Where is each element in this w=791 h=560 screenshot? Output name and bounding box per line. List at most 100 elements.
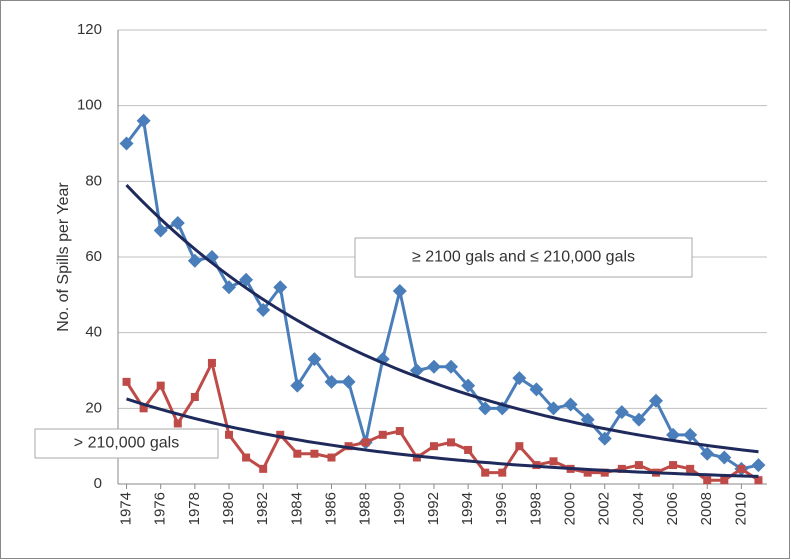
x-tick-label: 1982 bbox=[254, 492, 271, 525]
marker bbox=[136, 113, 151, 128]
marker bbox=[429, 442, 438, 451]
marker bbox=[341, 374, 356, 389]
series-label-box bbox=[354, 237, 693, 278]
marker bbox=[515, 442, 524, 451]
marker bbox=[549, 457, 558, 466]
y-tick-label: 40 bbox=[85, 324, 102, 341]
marker bbox=[634, 461, 643, 470]
x-tick-label: 1976 bbox=[152, 492, 169, 525]
marker bbox=[173, 419, 182, 428]
marker bbox=[737, 464, 746, 473]
marker bbox=[361, 438, 370, 447]
x-tick-label: 2010 bbox=[732, 492, 749, 525]
series-label-box bbox=[34, 428, 219, 459]
marker bbox=[444, 359, 459, 374]
marker bbox=[631, 412, 646, 427]
marker bbox=[461, 378, 476, 393]
x-tick-label: 1986 bbox=[322, 492, 339, 525]
marker bbox=[139, 404, 148, 413]
marker bbox=[259, 464, 268, 473]
x-tick-label: 2000 bbox=[562, 492, 579, 525]
marker bbox=[412, 453, 421, 462]
y-tick-label: 80 bbox=[85, 172, 102, 189]
x-tick-label: 1994 bbox=[459, 492, 476, 525]
x-tick-label: 2004 bbox=[630, 492, 647, 525]
marker bbox=[546, 401, 561, 416]
marker bbox=[324, 374, 339, 389]
marker bbox=[717, 450, 732, 465]
marker bbox=[327, 453, 336, 462]
x-tick-label: 1996 bbox=[493, 492, 510, 525]
marker bbox=[222, 280, 237, 295]
x-tick-label: 1988 bbox=[357, 492, 374, 525]
marker bbox=[225, 430, 234, 439]
x-tick-label: 1998 bbox=[527, 492, 544, 525]
marker bbox=[648, 393, 663, 408]
x-tick-label: 2002 bbox=[596, 492, 613, 525]
marker bbox=[683, 427, 698, 442]
x-tick-label: 1978 bbox=[186, 492, 203, 525]
y-tick-label: 100 bbox=[77, 97, 102, 114]
marker bbox=[666, 427, 681, 442]
marker bbox=[310, 449, 319, 458]
x-tick-label: 1990 bbox=[391, 492, 408, 525]
marker bbox=[617, 464, 626, 473]
y-axis-label: No. of Spills per Year bbox=[55, 182, 72, 332]
trend-line bbox=[125, 184, 759, 454]
marker bbox=[669, 461, 678, 470]
marker bbox=[751, 458, 766, 473]
y-tick-label: 20 bbox=[85, 399, 102, 416]
marker bbox=[464, 445, 473, 454]
marker bbox=[207, 358, 216, 367]
marker bbox=[478, 401, 493, 416]
marker bbox=[614, 405, 629, 420]
y-tick-label: 60 bbox=[85, 248, 102, 265]
marker bbox=[290, 378, 305, 393]
x-tick-label: 1980 bbox=[220, 492, 237, 525]
marker bbox=[426, 359, 441, 374]
marker bbox=[276, 430, 285, 439]
marker bbox=[600, 468, 609, 477]
marker bbox=[395, 427, 404, 436]
marker bbox=[583, 468, 592, 477]
marker bbox=[187, 253, 202, 268]
marker bbox=[119, 136, 134, 151]
x-tick-label: 2008 bbox=[698, 492, 715, 525]
marker bbox=[378, 430, 387, 439]
x-tick-label: 2006 bbox=[664, 492, 681, 525]
marker bbox=[703, 476, 712, 485]
marker bbox=[190, 392, 199, 401]
marker bbox=[563, 397, 578, 412]
marker bbox=[239, 272, 254, 287]
x-tick-label: 1984 bbox=[288, 492, 305, 525]
x-tick-label: 1992 bbox=[425, 492, 442, 525]
marker bbox=[307, 352, 322, 367]
trend-line bbox=[126, 397, 759, 478]
marker bbox=[293, 449, 302, 458]
marker bbox=[481, 468, 490, 477]
y-tick-label: 0 bbox=[94, 475, 102, 492]
marker bbox=[529, 382, 544, 397]
marker bbox=[686, 464, 695, 473]
marker bbox=[754, 476, 763, 485]
marker bbox=[392, 284, 407, 299]
marker bbox=[273, 280, 288, 295]
y-tick-label: 120 bbox=[77, 21, 102, 38]
marker bbox=[242, 453, 251, 462]
marker bbox=[170, 215, 185, 230]
x-tick-label: 1974 bbox=[118, 492, 135, 525]
marker bbox=[498, 468, 507, 477]
series-label: > 210,000 gals bbox=[74, 435, 179, 452]
marker bbox=[153, 223, 168, 238]
marker bbox=[597, 431, 612, 446]
marker bbox=[512, 371, 527, 386]
marker bbox=[256, 302, 271, 317]
marker bbox=[447, 438, 456, 447]
marker bbox=[700, 446, 715, 461]
marker bbox=[156, 381, 165, 390]
marker bbox=[720, 476, 729, 485]
series-label: ≥ 2100 gals and ≤ 210,000 gals bbox=[412, 249, 635, 266]
marker bbox=[122, 377, 131, 386]
